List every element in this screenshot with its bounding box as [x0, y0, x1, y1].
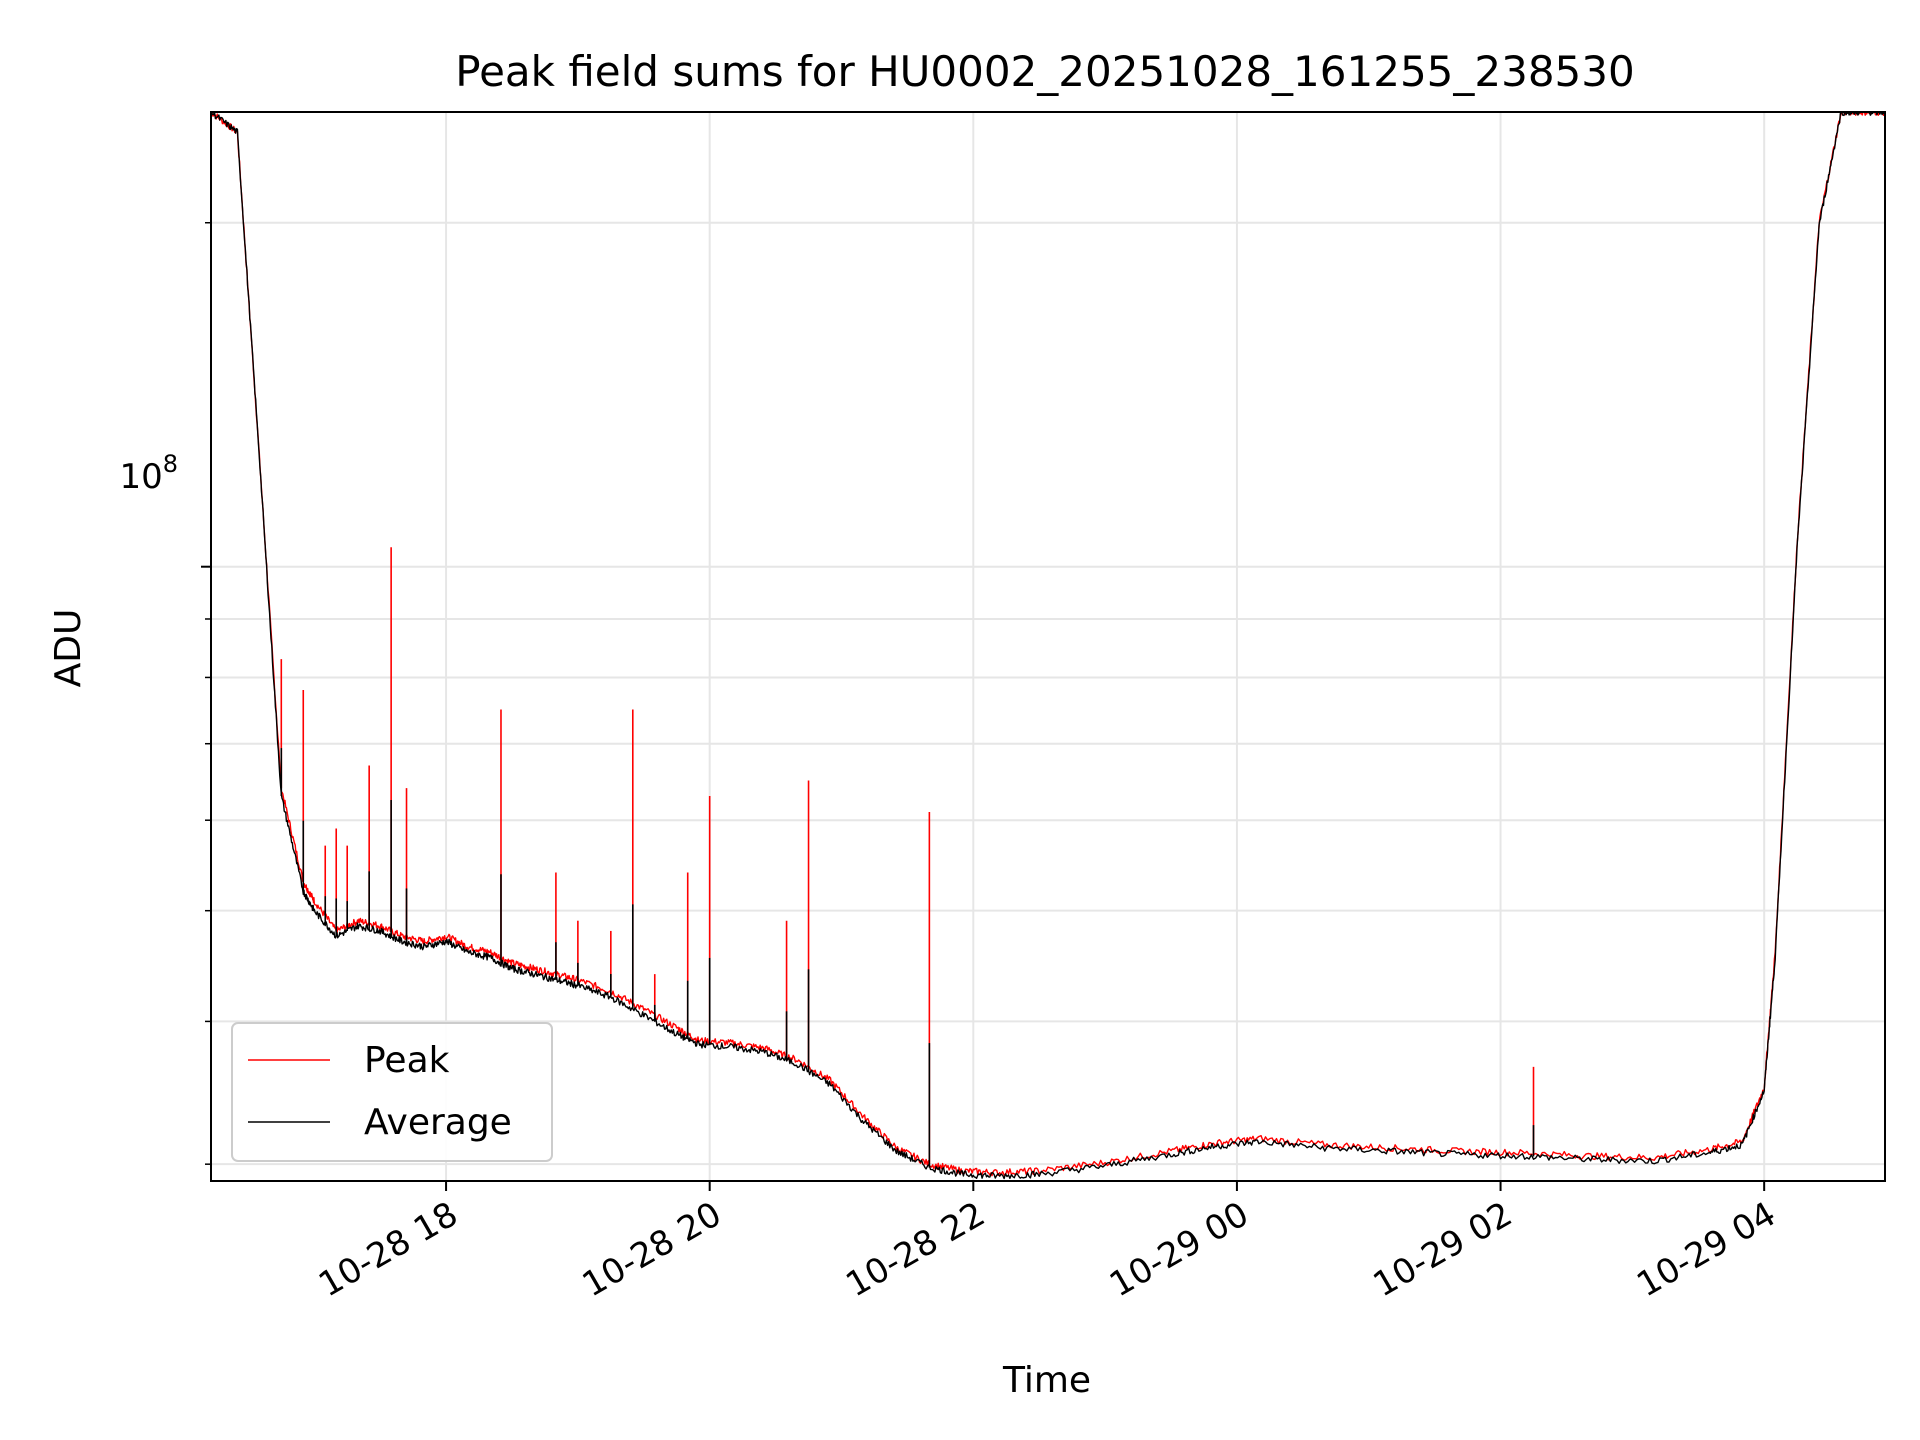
legend: Peak Average: [231, 1022, 553, 1162]
legend-label-peak: Peak: [364, 1040, 450, 1081]
plot-frame: [210, 111, 1886, 1182]
legend-box: [231, 1022, 553, 1162]
grid: [211, 112, 1885, 1181]
series-line-average: [211, 112, 1885, 1180]
y-tick-exponent: 8: [163, 450, 178, 478]
y-axis-label: ADU: [48, 609, 89, 688]
y-tick-label-1e8: 108: [119, 450, 178, 497]
legend-label-average: Average: [364, 1102, 512, 1143]
y-tick-base: 10: [119, 457, 162, 497]
x-axis-label: Time: [1002, 1360, 1091, 1401]
series-layer: [211, 112, 1885, 1180]
plot-area: [211, 112, 1885, 1181]
chart-title: Peak field sums for HU0002_20251028_1612…: [455, 47, 1634, 96]
series-line-peak: [211, 112, 1885, 1177]
